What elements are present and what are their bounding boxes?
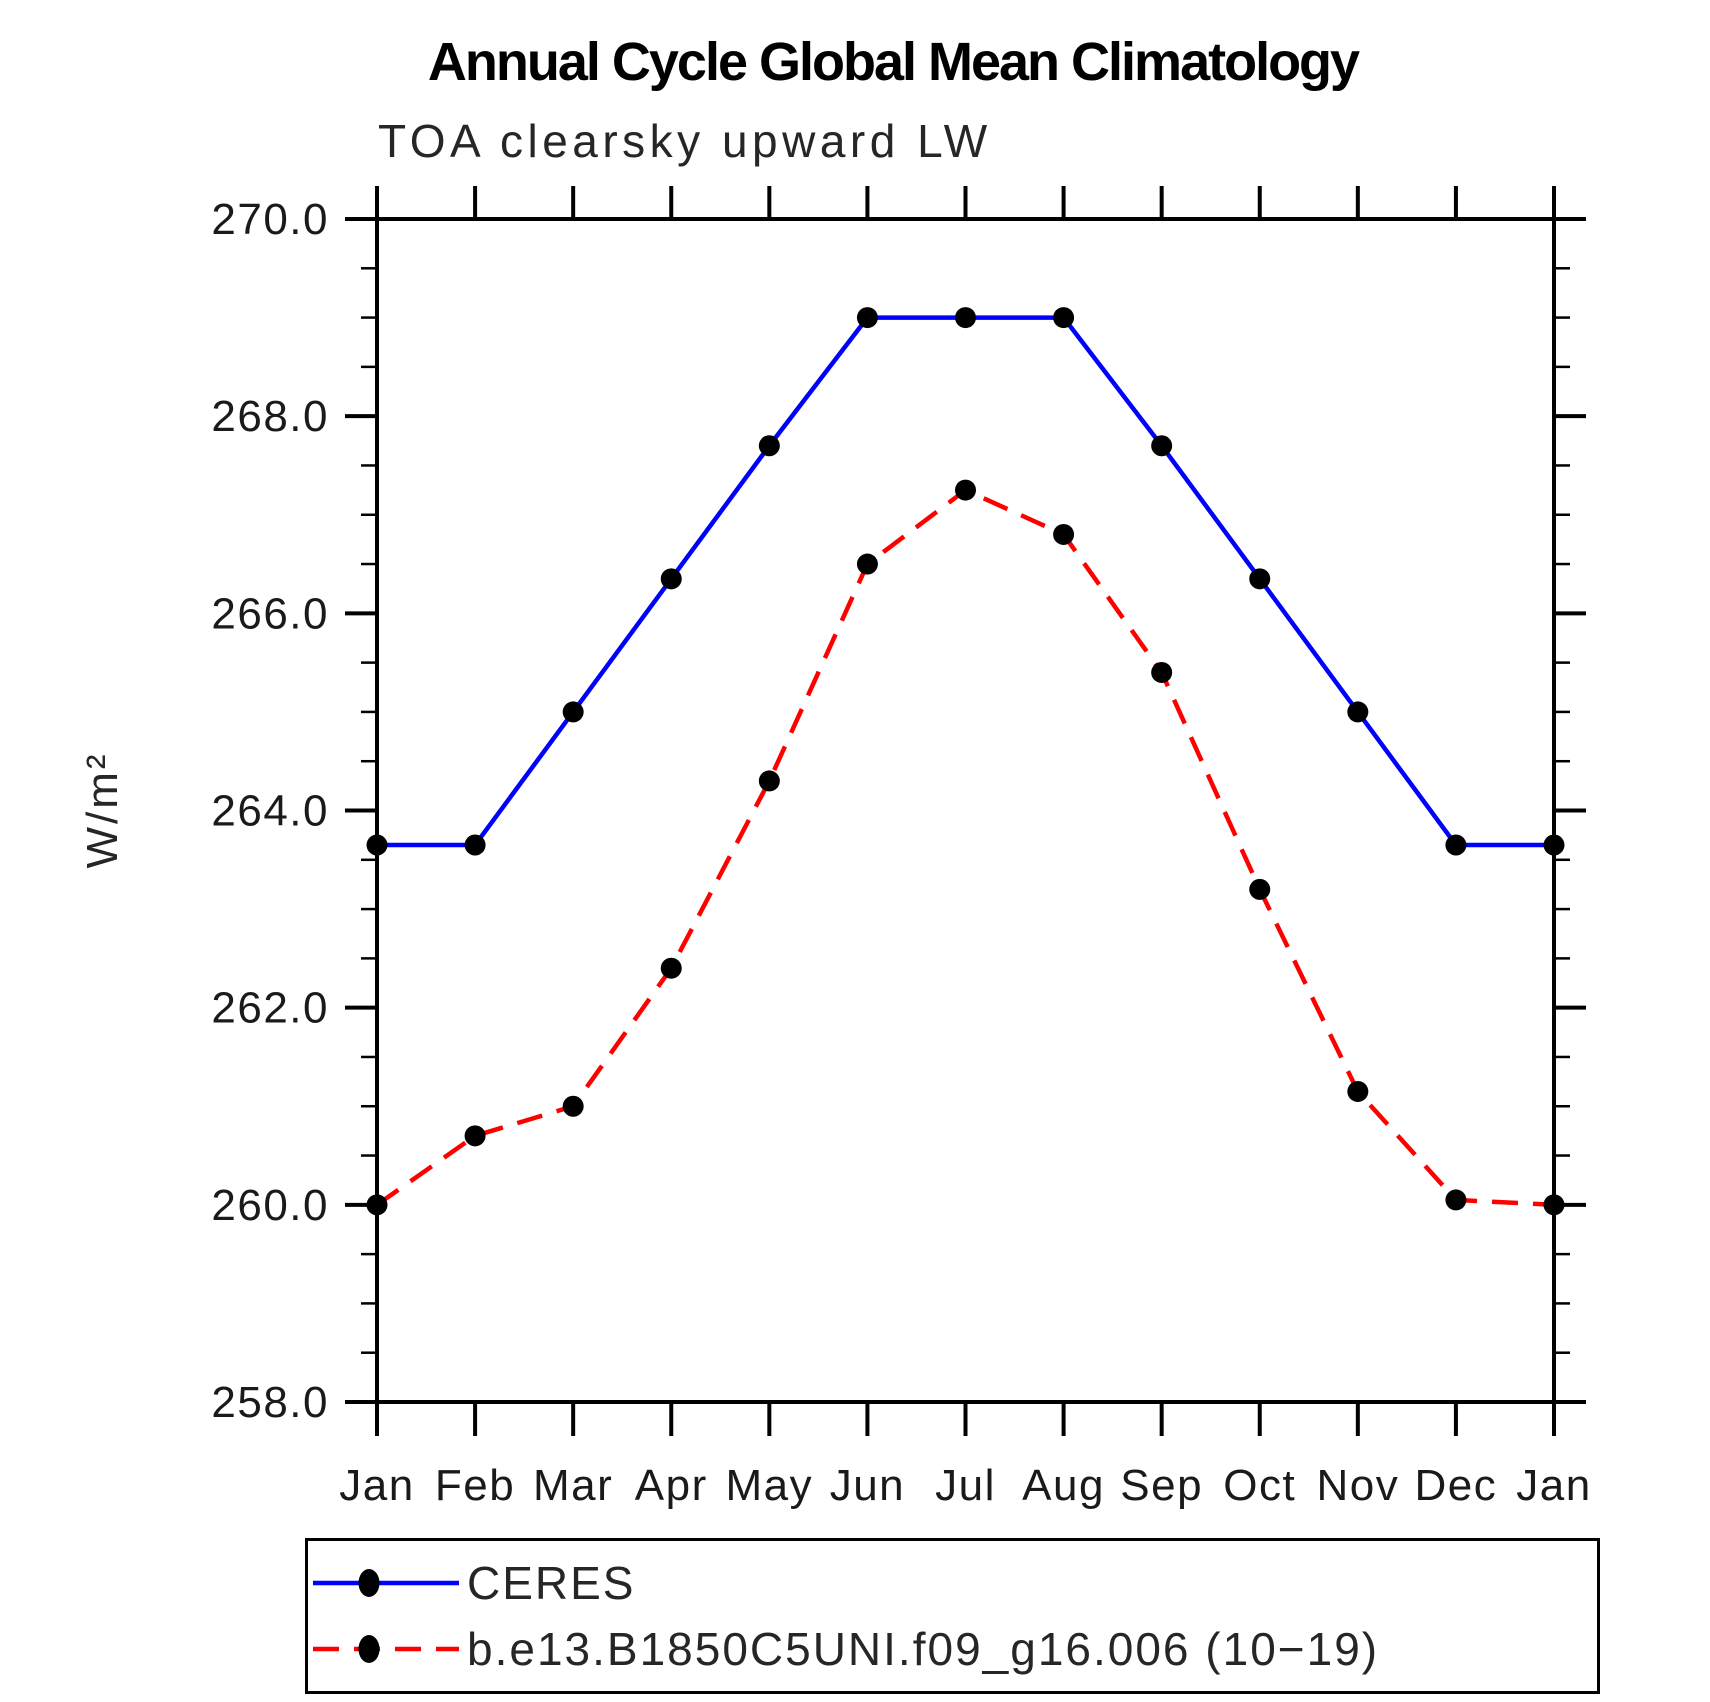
x-tick-label: Apr — [635, 1461, 708, 1510]
y-tick-label: 258.0 — [211, 1378, 329, 1427]
data-point-marker-0 — [856, 307, 878, 329]
legend-item-ceres: CERES — [311, 1559, 1597, 1607]
data-point-marker-0 — [1543, 834, 1565, 856]
data-point-marker-1 — [1347, 1080, 1369, 1102]
data-point-marker-1 — [758, 770, 780, 792]
data-point-marker-0 — [1249, 568, 1271, 590]
x-tick-label: Sep — [1120, 1461, 1203, 1510]
data-point-marker-0 — [562, 701, 584, 723]
data-point-marker-1 — [464, 1125, 486, 1147]
legend-line-model-sample — [313, 1635, 459, 1663]
series-line-0 — [377, 315, 1554, 848]
legend-ceres-marker — [358, 1569, 380, 1597]
x-tick-label: Aug — [1022, 1461, 1105, 1510]
data-point-marker-1 — [1445, 1189, 1467, 1211]
x-tick-label: Dec — [1415, 1461, 1498, 1510]
data-point-marker-1 — [562, 1095, 584, 1117]
legend-box: CERES b.e13.B1850C5UNI.f09_g16.006 (10−1… — [305, 1538, 1600, 1694]
legend-label-ceres: CERES — [467, 1557, 636, 1609]
legend-label-model: b.e13.B1850C5UNI.f09_g16.006 (10−19) — [467, 1623, 1380, 1675]
chart-plot-layer: 258.0 260.0 262.0 264.0 266.0 268.0 270.0 Jan Fe… — [211, 186, 1591, 1510]
legend-model-marker — [358, 1635, 380, 1663]
y-tick-label: 270.0 — [211, 195, 329, 244]
x-tick-label: Feb — [435, 1461, 515, 1510]
y-tick-label: 266.0 — [211, 589, 329, 638]
y-axis-label: W/m² — [78, 751, 127, 868]
y-tick-label: 264.0 — [211, 787, 329, 836]
x-tick-label: Mar — [533, 1461, 613, 1510]
data-point-marker-0 — [1151, 435, 1173, 457]
data-point-marker-0 — [660, 568, 682, 590]
data-point-marker-1 — [1151, 661, 1173, 683]
x-tick-label: Jan — [339, 1461, 414, 1510]
data-point-marker-1 — [660, 957, 682, 979]
x-tick-label: Jan — [1516, 1461, 1591, 1510]
data-point-marker-0 — [1347, 701, 1369, 723]
y-tick-label: 268.0 — [211, 392, 329, 441]
legend-item-model: b.e13.B1850C5UNI.f09_g16.006 (10−19) — [311, 1625, 1597, 1673]
data-point-marker-1 — [1249, 878, 1271, 900]
data-point-marker-1 — [1543, 1194, 1565, 1216]
y-tick-label: 260.0 — [211, 1181, 329, 1230]
series-line-1 — [375, 487, 1555, 1208]
x-tick-label: Jun — [830, 1461, 905, 1510]
y-tick-label: 262.0 — [211, 984, 329, 1033]
x-tick-label: May — [726, 1461, 814, 1510]
data-point-marker-0 — [758, 435, 780, 457]
x-tick-label: Jul — [935, 1461, 996, 1510]
data-point-marker-1 — [1053, 523, 1075, 545]
x-tick-label: Nov — [1316, 1461, 1399, 1510]
chart-subtitle: TOA clearsky upward LW — [378, 115, 992, 167]
data-point-marker-1 — [366, 1194, 388, 1216]
data-point-marker-1 — [955, 479, 976, 501]
legend-line-ceres-sample — [313, 1569, 459, 1597]
data-point-marker-0 — [464, 834, 486, 856]
data-point-marker-1 — [856, 553, 878, 575]
plot-frame — [375, 217, 1556, 1404]
chart-title: Annual Cycle Global Mean Climatology — [428, 32, 1360, 92]
data-point-marker-0 — [1445, 834, 1467, 856]
x-tick-label: Oct — [1223, 1461, 1296, 1510]
data-point-marker-0 — [366, 834, 388, 856]
data-point-marker-0 — [1053, 307, 1075, 329]
data-point-marker-0 — [955, 307, 976, 329]
